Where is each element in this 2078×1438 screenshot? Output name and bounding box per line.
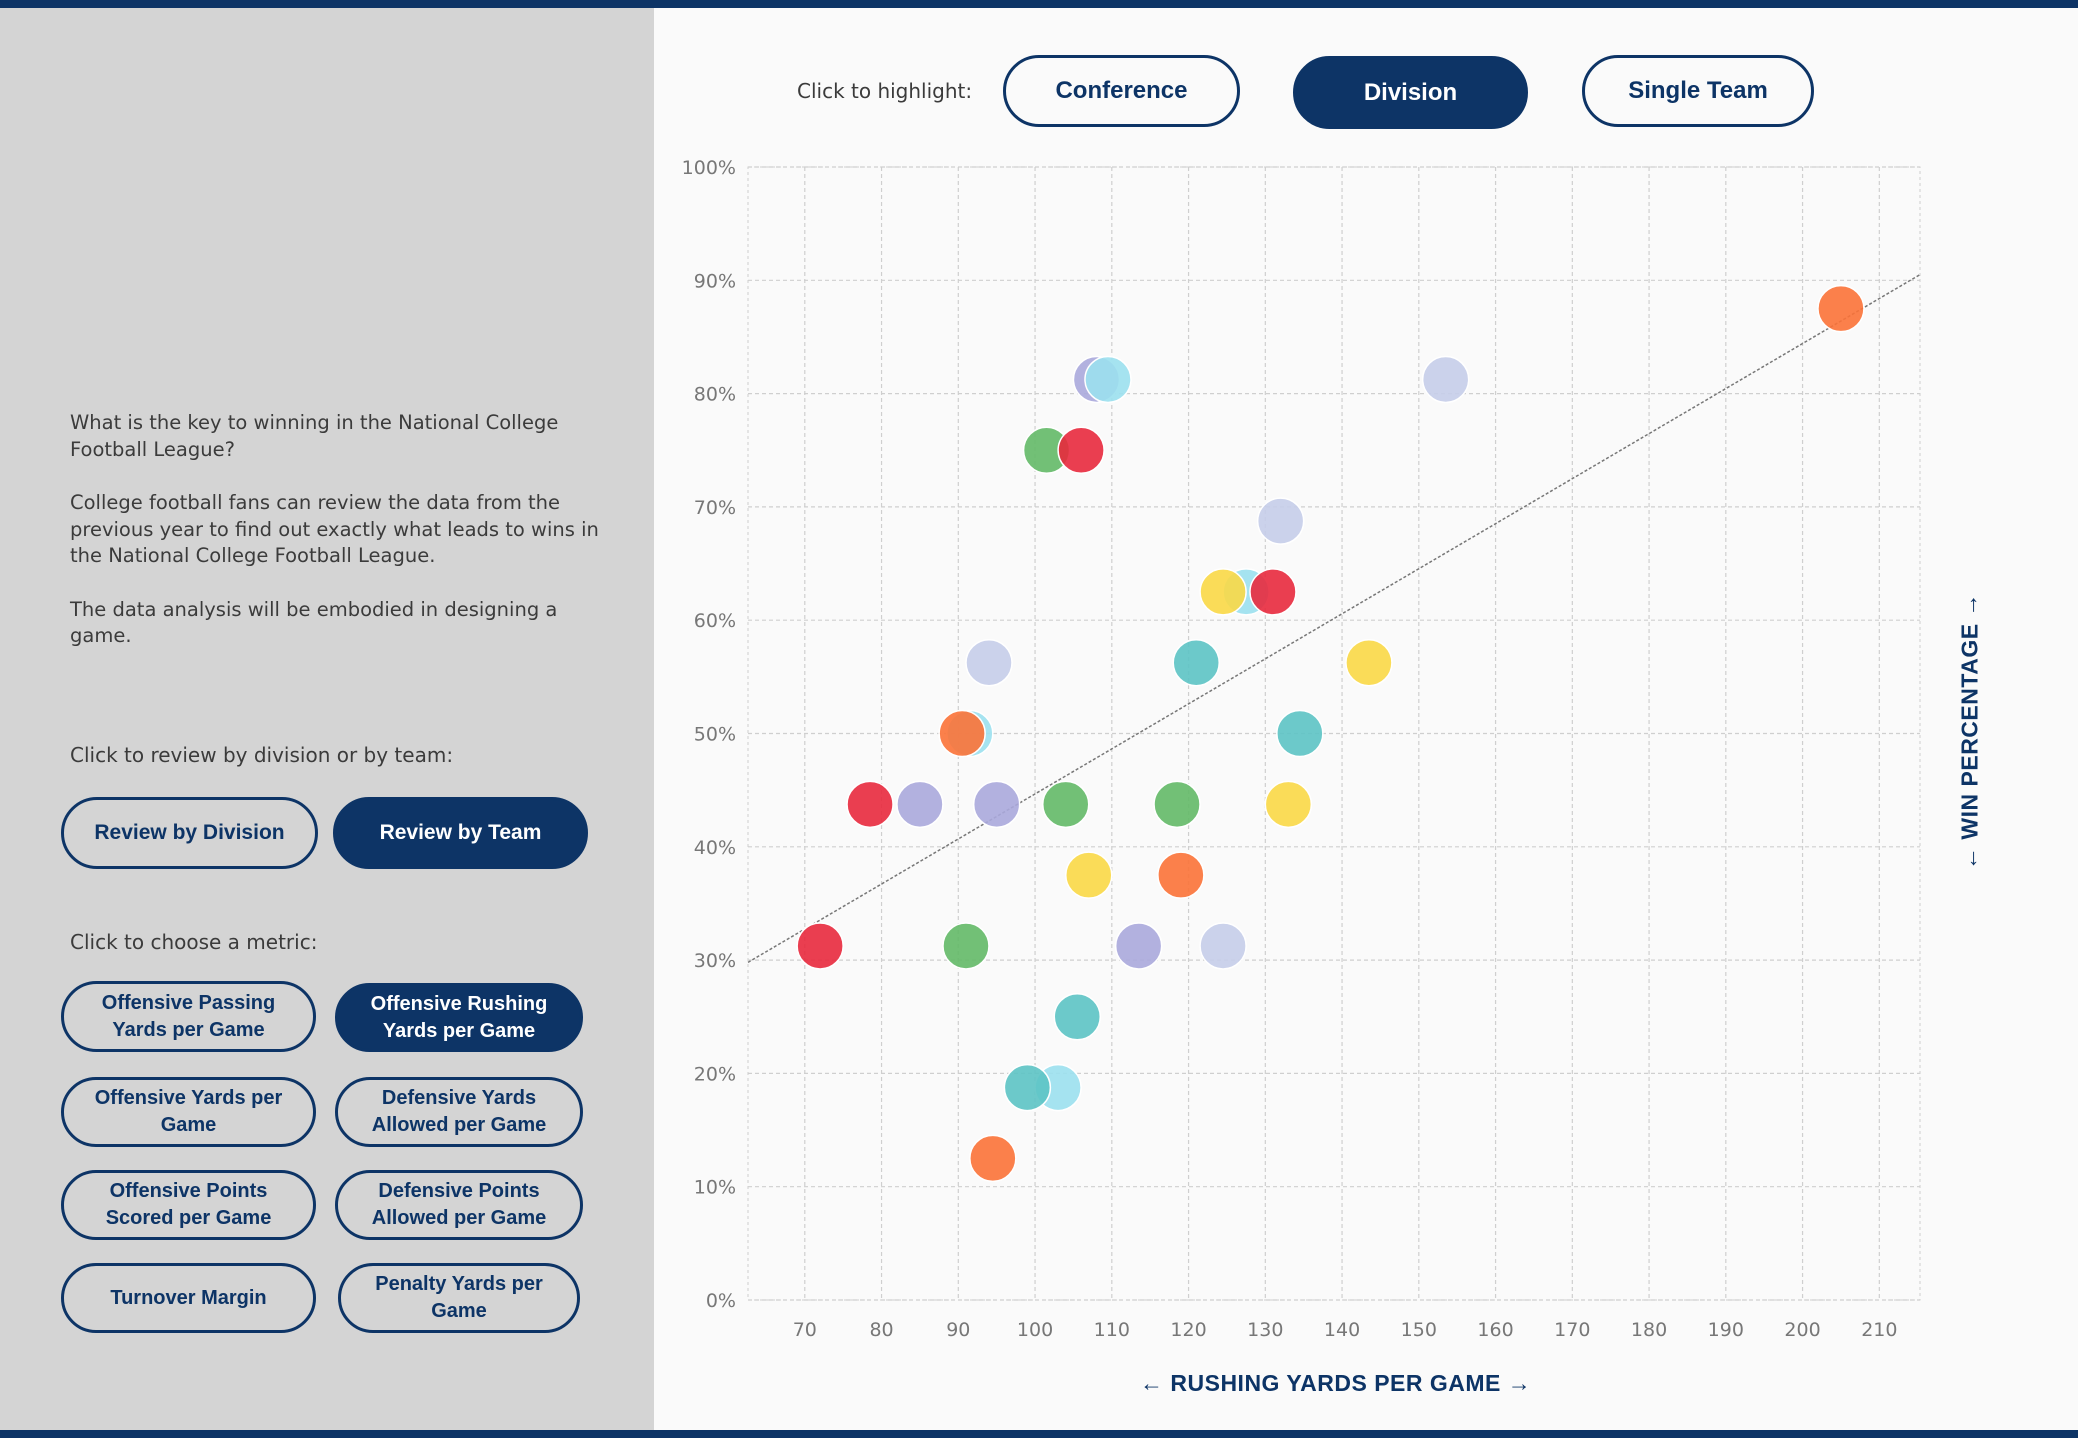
top-accent-bar [0,0,2078,8]
data-point [1157,851,1205,899]
x-tick-label: 210 [1861,1319,1897,1341]
y-tick-label: 60% [694,610,736,632]
x-axis-title-text: RUSHING YARDS PER GAME [1170,1370,1501,1396]
highlight-label: Click to highlight: [797,79,973,103]
data-points [796,284,1865,1183]
y-axis-title: ← WIN PERCENTAGE → [1957,582,1984,882]
data-point [972,780,1021,829]
intro-game-note: The data analysis will be embodied in de… [70,597,558,648]
x-tick-label: 130 [1247,1319,1283,1341]
data-point [1172,638,1220,687]
data-point [1249,568,1297,616]
x-tick-label: 150 [1401,1319,1437,1341]
arrow-down-icon: ← [1956,846,1983,870]
data-point [1345,638,1393,687]
metric-label: Click to choose a metric: [70,930,318,954]
x-axis-ticks: 70 80 90 100 110 120 130 140 150 160 170 180 190 200 2… [793,1319,1898,1341]
x-tick-label: 200 [1784,1319,1820,1341]
data-point [1057,426,1105,474]
x-tick-label: 140 [1324,1319,1360,1341]
x-tick-label: 180 [1631,1319,1667,1341]
review-label: Click to review by division or by team: [70,743,454,767]
data-point [1114,922,1163,970]
data-point [796,922,844,970]
data-point [846,780,894,829]
metric-defensive-yards-button[interactable]: Defensive Yards Allowed per Game [335,1077,583,1147]
data-point [1256,497,1305,545]
data-point [1042,780,1090,829]
data-point [1199,568,1247,616]
x-tick-label: 80 [869,1319,893,1341]
x-tick-label: 120 [1170,1319,1206,1341]
x-tick-label: 160 [1477,1319,1513,1341]
metric-penalty-yards-button[interactable]: Penalty Yards per Game [338,1263,580,1333]
x-axis-title: ← RUSHING YARDS PER GAME → [1140,1370,1531,1397]
data-point [969,1134,1017,1183]
metric-turnover-margin-button[interactable]: Turnover Margin [61,1263,316,1333]
y-tick-label: 50% [694,724,736,746]
intro-text: What is the key to winning in the Nation… [70,410,610,677]
data-point [1065,851,1113,899]
data-point [1199,922,1247,970]
y-tick-label: 40% [694,837,736,859]
y-axis-ticks: 0% 10% 20% 30% 40% 50% 60% 70% 80% 90% 100% [682,157,736,1312]
data-point [1817,284,1865,333]
data-point [1264,780,1313,829]
arrow-right-icon: → [1507,1370,1532,1396]
arrow-left-icon: ← [1140,1370,1164,1396]
highlight-conference-button[interactable]: Conference [1003,55,1240,127]
metric-offensive-yards-button[interactable]: Offensive Yards per Game [61,1077,316,1147]
data-point [942,922,990,970]
trend-line-group [747,273,1921,964]
y-tick-label: 100% [682,157,736,179]
x-tick-label: 70 [793,1319,817,1341]
data-point [1003,1063,1052,1112]
chart-grid [747,166,1921,1301]
intro-question: What is the key to winning in the Nation… [70,411,559,461]
x-tick-label: 90 [946,1319,970,1341]
y-axis-title-text: WIN PERCENTAGE [1956,623,1983,840]
data-point [1084,355,1132,404]
metric-offensive-points-button[interactable]: Offensive Points Scored per Game [61,1170,316,1240]
metric-passing-yards-button[interactable]: Offensive Passing Yards per Game [61,981,316,1052]
arrow-up-icon: → [1956,593,1983,617]
y-tick-label: 70% [694,497,736,519]
highlight-division-button[interactable]: Division [1293,56,1528,129]
metric-defensive-points-button[interactable]: Defensive Points Allowed per Game [335,1170,583,1240]
y-tick-label: 0% [706,1290,736,1312]
x-tick-label: 110 [1094,1319,1130,1341]
y-tick-label: 20% [694,1063,736,1085]
metric-rushing-yards-button[interactable]: Offensive Rushing Yards per Game [335,983,583,1052]
x-tick-label: 100 [1017,1319,1053,1341]
y-tick-label: 10% [694,1177,736,1199]
bottom-accent-bar [0,1430,2078,1438]
data-point [1421,355,1470,404]
review-by-team-button[interactable]: Review by Team [333,797,588,869]
data-point [1053,993,1102,1041]
data-point [1276,709,1324,758]
trend-line [747,273,1921,964]
x-tick-label: 190 [1708,1319,1744,1341]
y-tick-label: 90% [694,270,736,292]
x-tick-label: 170 [1554,1319,1590,1341]
review-by-division-button[interactable]: Review by Division [61,797,318,869]
intro-description: College football fans can review the dat… [70,491,599,567]
y-tick-label: 80% [694,384,736,406]
data-point [965,638,1013,687]
highlight-single-team-button[interactable]: Single Team [1582,55,1814,127]
y-tick-label: 30% [694,950,736,972]
data-point [938,709,986,758]
data-point [896,780,944,829]
data-point [1153,780,1201,829]
